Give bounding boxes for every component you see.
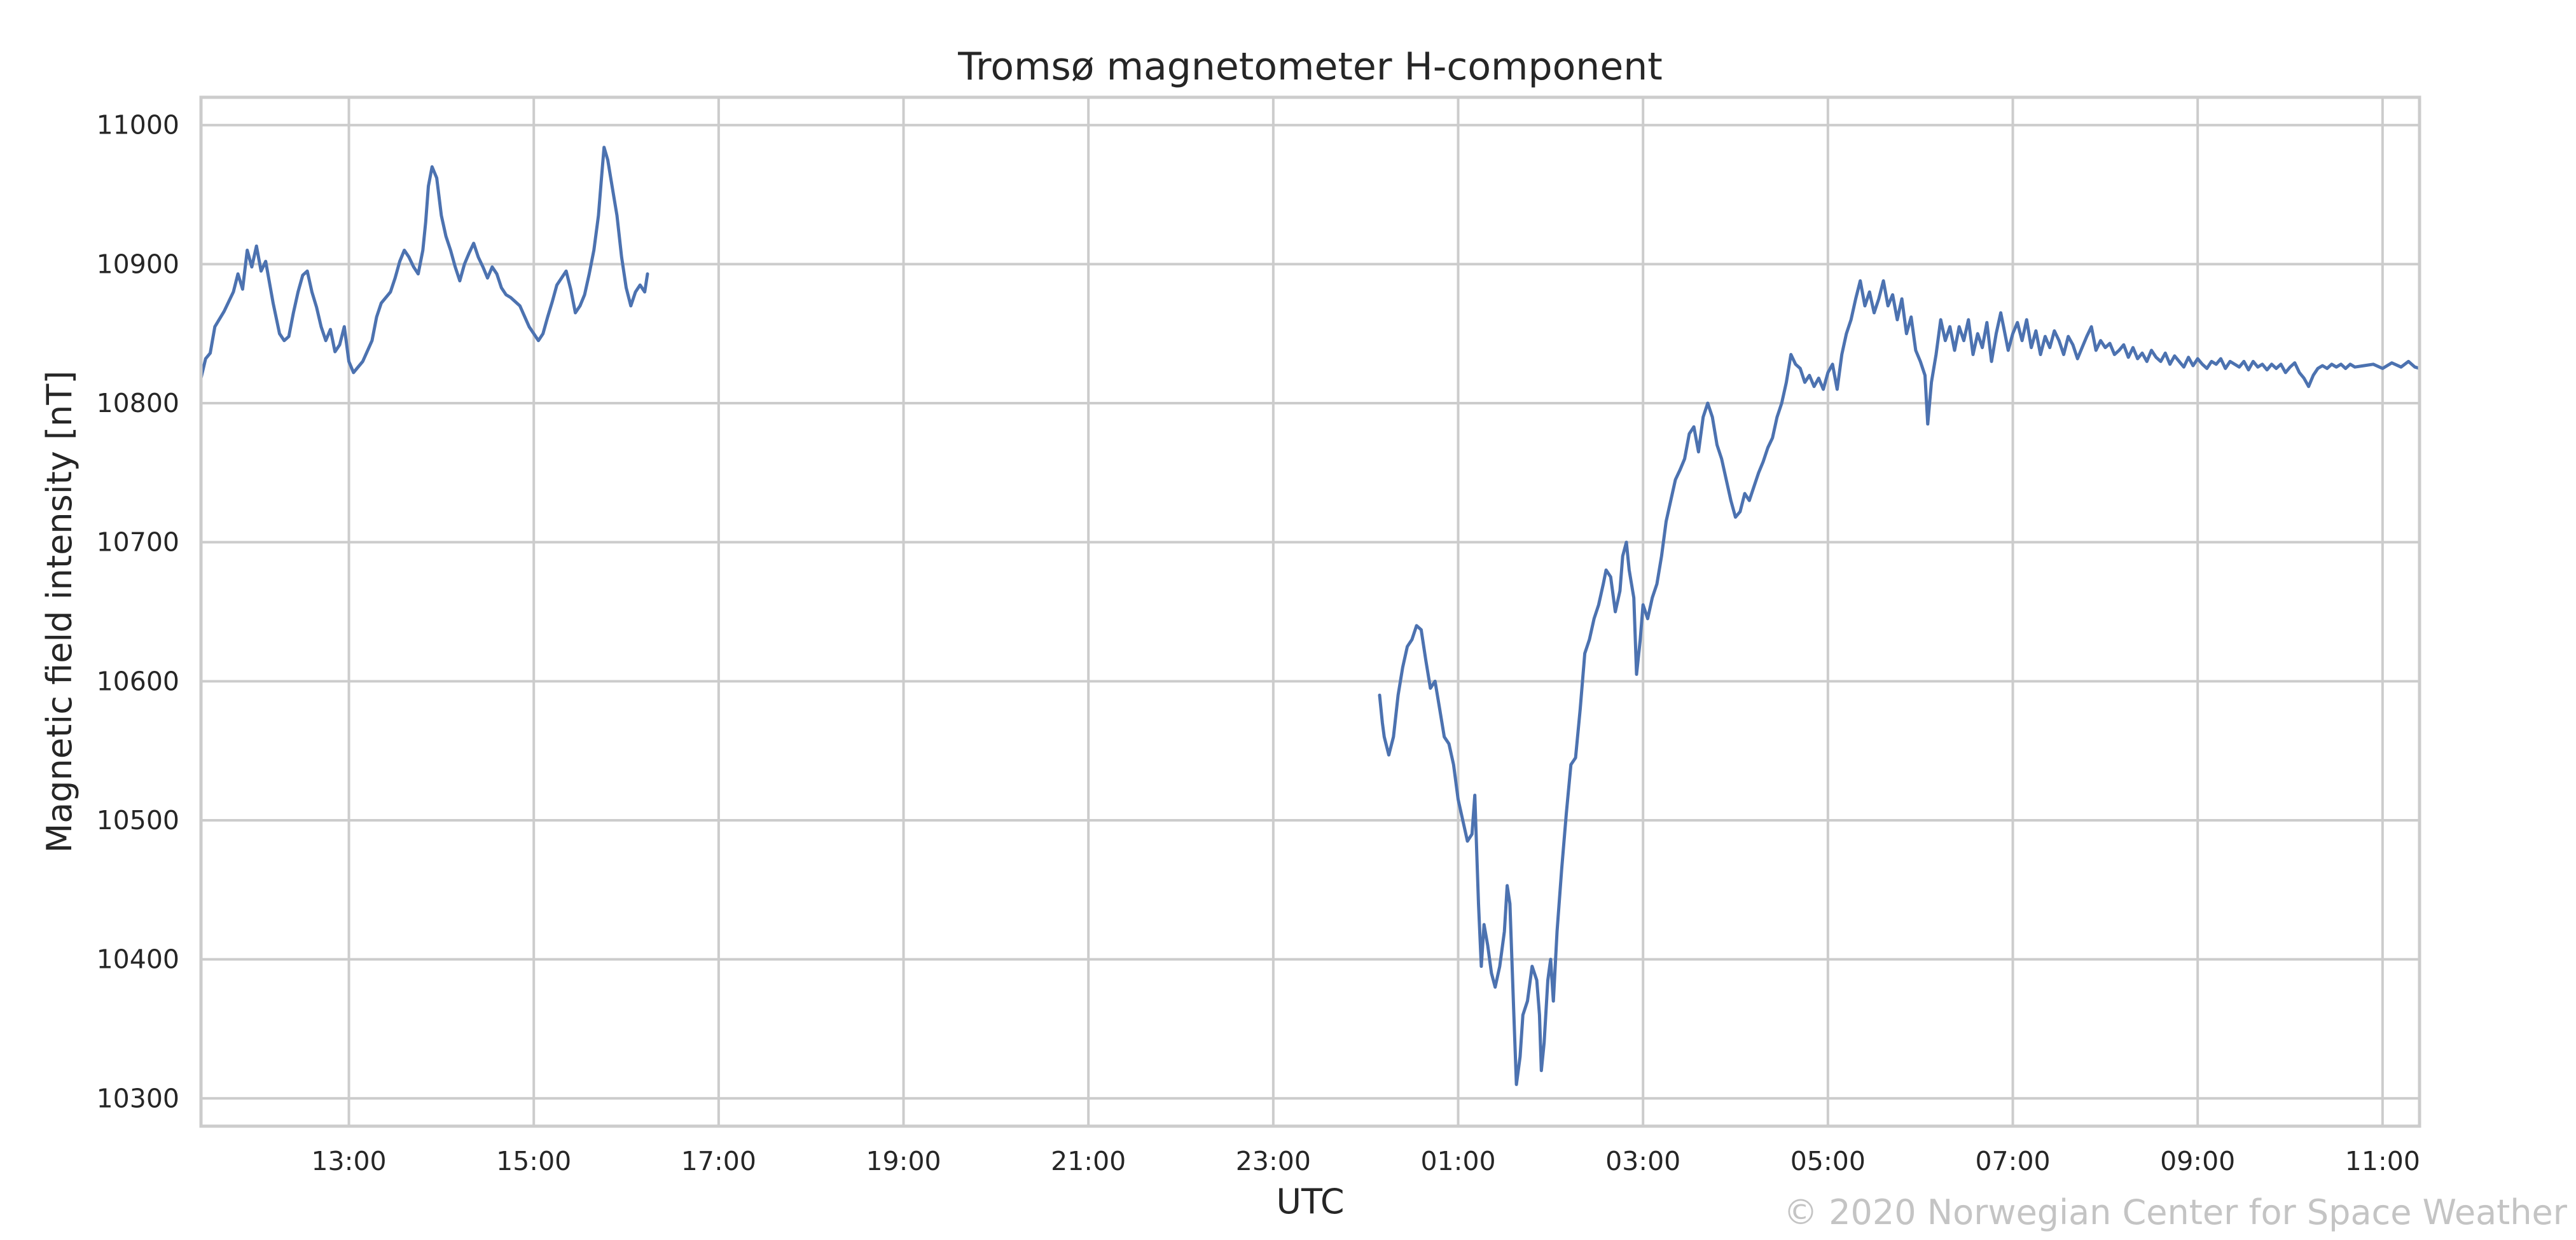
x-tick-label: 21:00 [1051,1146,1126,1176]
x-tick-label: 09:00 [2160,1146,2235,1176]
plot-frame [199,95,2421,1128]
x-tick-label: 17:00 [681,1146,756,1176]
y-tick-label: 10900 [97,249,179,279]
y-tick-label: 10800 [97,388,179,418]
y-tick-label: 10300 [97,1083,179,1113]
chart-title: Tromsø magnetometer H-component [957,45,1663,89]
x-tick-label: 11:00 [2345,1146,2420,1176]
x-tick-label: 05:00 [1790,1146,1866,1176]
x-axis-label: UTC [1276,1181,1344,1222]
y-axis-label: Magnetic field intensity [nT] [39,371,80,853]
y-tick-label: 11000 [97,110,179,141]
x-gridlines [347,97,2384,1126]
x-tick-label: 03:00 [1605,1146,1680,1176]
y-tick-label: 10700 [97,527,179,558]
h-component-line [1378,279,2421,1086]
x-tick-label: 23:00 [1236,1146,1311,1176]
y-tick-label: 10400 [97,944,179,975]
x-tick-label: 01:00 [1420,1146,1495,1176]
series-layer [199,146,2421,1086]
x-tick-label: 07:00 [1975,1146,2050,1176]
copyright-notice: © 2020 Norwegian Center for Space Weathe… [1783,1192,2568,1232]
y-tick-labels: 10300 10400 10500 10600 10700 10800 10900 11000 [97,110,179,1114]
h-component-line [199,146,649,380]
x-tick-labels: 13:00 15:00 17:00 19:00 21:00 23:00 01:00 03:00… [311,1146,2420,1176]
y-tick-label: 10600 [97,666,179,696]
x-tick-label: 13:00 [311,1146,386,1176]
y-tick-label: 10500 [97,805,179,836]
x-tick-label: 19:00 [866,1146,941,1176]
x-tick-label: 15:00 [496,1146,571,1176]
y-gridlines [201,123,2420,1100]
